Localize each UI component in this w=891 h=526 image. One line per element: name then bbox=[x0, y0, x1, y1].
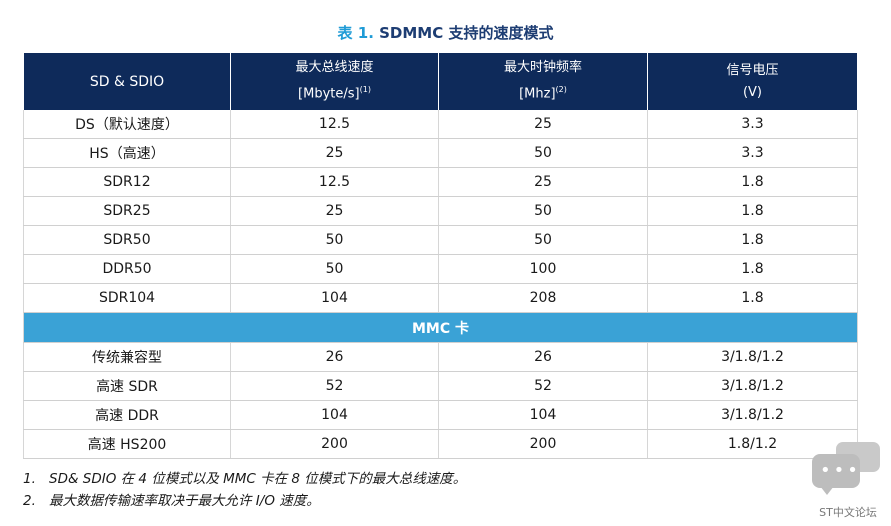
cell-mode: SDR50 bbox=[23, 225, 231, 255]
cell-bus: 104 bbox=[230, 283, 439, 313]
cell-mode: DDR50 bbox=[23, 254, 231, 284]
table-row: 传统兼容型 26 26 3/1.8/1.2 bbox=[23, 342, 858, 372]
cell-clk: 200 bbox=[438, 429, 648, 459]
cell-volt: 3.3 bbox=[647, 138, 858, 168]
cell-bus: 200 bbox=[230, 429, 439, 459]
cell-bus: 26 bbox=[230, 342, 439, 372]
header-max-bus-speed: 最大总线速度 [Mbyte/s](1) bbox=[230, 53, 439, 110]
cell-volt: 1.8 bbox=[647, 283, 858, 313]
table-row: DDR50 50 100 1.8 bbox=[23, 254, 858, 284]
mmc-section-row: MMC 卡 bbox=[23, 312, 858, 343]
table-row: 高速 SDR 52 52 3/1.8/1.2 bbox=[23, 371, 858, 401]
cell-bus: 12.5 bbox=[230, 167, 439, 197]
footnotes: 1. SD& SDIO 在 4 位模式以及 MMC 卡在 8 位模式下的最大总线速… bbox=[23, 468, 466, 512]
cell-mode: SDR25 bbox=[23, 196, 231, 226]
cell-mode: SDR12 bbox=[23, 167, 231, 197]
table-title-text: SDMMC 支持的速度模式 bbox=[379, 24, 554, 42]
footnote-2: 2. 最大数据传输速率取决于最大允许 I/O 速度。 bbox=[23, 493, 320, 509]
footnote-1: 1. SD& SDIO 在 4 位模式以及 MMC 卡在 8 位模式下的最大总线速… bbox=[23, 471, 467, 487]
table-row: HS（高速） 25 50 3.3 bbox=[23, 138, 858, 168]
forum-watermark: ••• ST中文论坛 bbox=[806, 440, 886, 520]
cell-bus: 12.5 bbox=[230, 110, 439, 139]
cell-clk: 208 bbox=[438, 283, 648, 313]
table-row: 高速 DDR 104 104 3/1.8/1.2 bbox=[23, 400, 858, 430]
cell-bus: 52 bbox=[230, 371, 439, 401]
cell-bus: 50 bbox=[230, 225, 439, 255]
cell-volt: 3/1.8/1.2 bbox=[647, 342, 858, 372]
table-row: 高速 HS200 200 200 1.8/1.2 bbox=[23, 429, 858, 459]
table-row: SDR12 12.5 25 1.8 bbox=[23, 167, 858, 197]
mmc-section-label: MMC 卡 bbox=[23, 312, 858, 343]
cell-volt: 1.8 bbox=[647, 196, 858, 226]
cell-volt: 3/1.8/1.2 bbox=[647, 371, 858, 401]
table-row: SDR104 104 208 1.8 bbox=[23, 283, 858, 313]
cell-clk: 26 bbox=[438, 342, 648, 372]
cell-volt: 3/1.8/1.2 bbox=[647, 400, 858, 430]
table-header-row: SD & SDIO 最大总线速度 [Mbyte/s](1) 最大时钟频率 [Mh… bbox=[23, 53, 858, 110]
table-title: 表 1. SDMMC 支持的速度模式 bbox=[0, 22, 891, 43]
cell-bus: 50 bbox=[230, 254, 439, 284]
cell-mode: SDR104 bbox=[23, 283, 231, 313]
cell-clk: 25 bbox=[438, 167, 648, 197]
speed-modes-table: SD & SDIO 最大总线速度 [Mbyte/s](1) 最大时钟频率 [Mh… bbox=[23, 53, 858, 459]
cell-clk: 50 bbox=[438, 225, 648, 255]
cell-bus: 25 bbox=[230, 196, 439, 226]
cell-mode: 高速 SDR bbox=[23, 371, 231, 401]
cell-clk: 50 bbox=[438, 196, 648, 226]
cell-volt: 1.8 bbox=[647, 167, 858, 197]
cell-clk: 100 bbox=[438, 254, 648, 284]
cell-mode: 高速 HS200 bbox=[23, 429, 231, 459]
cell-bus: 104 bbox=[230, 400, 439, 430]
cell-clk: 25 bbox=[438, 110, 648, 139]
header-sd-sdio: SD & SDIO bbox=[23, 53, 231, 110]
watermark-label: ST中文论坛 bbox=[819, 506, 877, 519]
table-row: SDR25 25 50 1.8 bbox=[23, 196, 858, 226]
table-row: DS（默认速度） 12.5 25 3.3 bbox=[23, 110, 858, 139]
header-signal-voltage: 信号电压 (V) bbox=[647, 53, 858, 110]
cell-clk: 52 bbox=[438, 371, 648, 401]
header-max-clock-freq: 最大时钟频率 [Mhz](2) bbox=[438, 53, 648, 110]
cell-mode: HS（高速） bbox=[23, 138, 231, 168]
cell-volt: 1.8 bbox=[647, 254, 858, 284]
cell-volt: 3.3 bbox=[647, 110, 858, 139]
table-row: SDR50 50 50 1.8 bbox=[23, 225, 858, 255]
cell-clk: 50 bbox=[438, 138, 648, 168]
table-number: 表 1. bbox=[337, 24, 374, 42]
cell-bus: 25 bbox=[230, 138, 439, 168]
cell-mode: 高速 DDR bbox=[23, 400, 231, 430]
cell-mode: 传统兼容型 bbox=[23, 342, 231, 372]
cell-clk: 104 bbox=[438, 400, 648, 430]
cell-volt: 1.8 bbox=[647, 225, 858, 255]
cell-mode: DS（默认速度） bbox=[23, 110, 231, 139]
